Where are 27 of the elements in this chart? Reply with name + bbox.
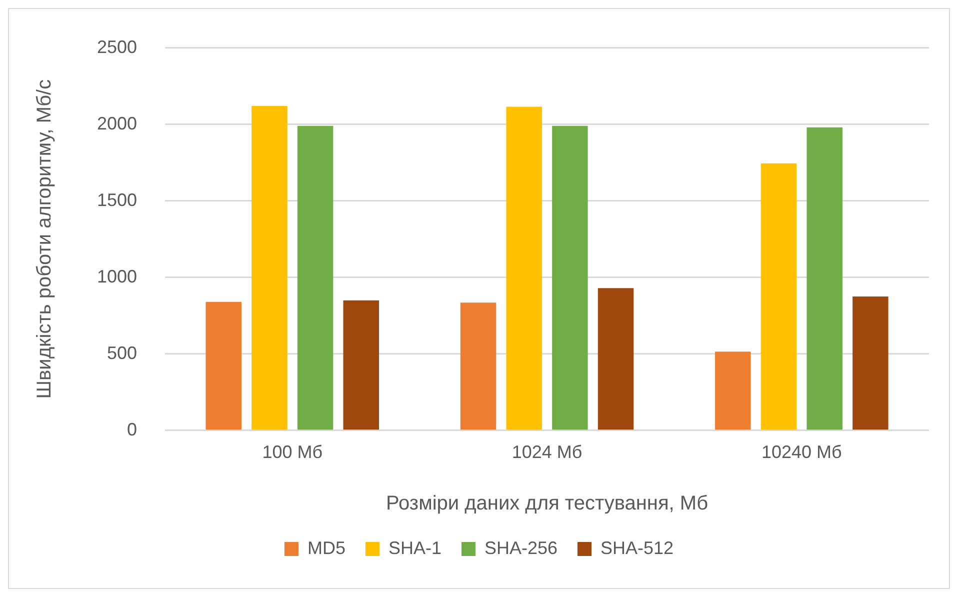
legend-label: SHA-1: [388, 538, 442, 558]
bar: [343, 300, 379, 430]
y-axis-title: Швидкість роботи алгоритму, Мб/с: [34, 79, 56, 399]
x-axis-title: Розміри даних для тестування, Мб: [386, 492, 708, 515]
bar: [297, 126, 334, 430]
bar: [852, 296, 888, 430]
y-tick-label: 2500: [96, 36, 138, 57]
bar: [552, 126, 588, 430]
bar: [806, 127, 842, 430]
y-tick-label: 2000: [96, 113, 138, 134]
y-tick-label: 1000: [96, 266, 138, 286]
x-tick-label: 10240 Мб: [761, 442, 842, 462]
bar: [715, 352, 751, 430]
y-tick-label: 500: [106, 342, 138, 363]
legend-label: SHA-256: [484, 538, 558, 558]
legend-label: MD5: [307, 538, 346, 558]
bar: [760, 163, 797, 430]
legend-label: SHA-512: [600, 538, 674, 558]
bar: [460, 302, 496, 430]
x-tick-label: 1024 Мб: [512, 442, 582, 462]
bar: [206, 302, 242, 430]
x-tick-label: 100 Мб: [262, 442, 323, 462]
y-tick-label: 1500: [96, 190, 138, 210]
bar: [598, 288, 634, 430]
y-tick-label: 0: [127, 419, 138, 440]
bar: [506, 106, 542, 430]
bar: [252, 106, 288, 430]
